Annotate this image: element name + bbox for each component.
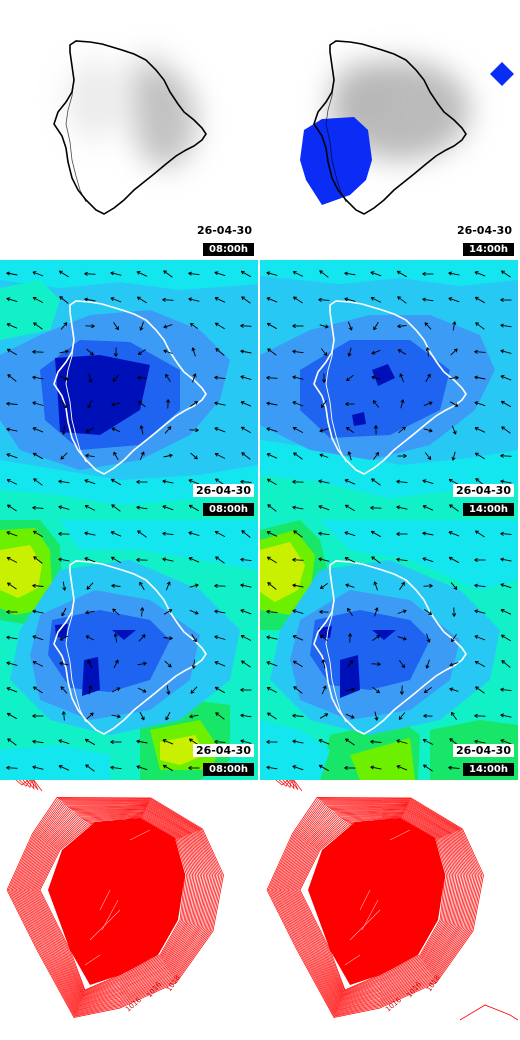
map-graphic: [0, 260, 258, 520]
forecast-time: 08:00h: [203, 763, 254, 776]
cloud-cover-shading: [65, 54, 197, 168]
map-panel-r1c1: 26-04-30 08:00h: [0, 0, 258, 260]
precipitation-area: [300, 117, 372, 205]
forecast-date: 26-04-30: [457, 224, 514, 237]
precipitation-cell: [490, 62, 514, 86]
map-panel-r3c1: 26-04-30 08:00h: [0, 520, 258, 780]
timestamp-label: 26-04-30 08:00h: [197, 224, 254, 256]
temperature-field: [260, 520, 518, 780]
map-graphic: [260, 260, 518, 520]
timestamp-label: 26-04-30 14:00h: [453, 484, 514, 516]
forecast-time: 14:00h: [463, 503, 514, 516]
timestamp-label: 26-04-30 14:00h: [453, 744, 514, 776]
timestamp-label: 26-04-30 08:00h: [193, 744, 254, 776]
map-panel-r3c2: 26-04-30 14:00h: [260, 520, 518, 780]
map-panel-r2c1: 26-04-30 08:00h: [0, 260, 258, 520]
map-graphic: [0, 0, 258, 260]
map-panel-r4c1: 1016 1018 1016: [0, 780, 258, 1040]
forecast-date: 26-04-30: [453, 744, 514, 757]
forecast-time: 08:00h: [203, 503, 254, 516]
timestamp-label: 26-04-30 08:00h: [193, 484, 254, 516]
map-panel-r4c2: 1016 1018 1016: [260, 780, 518, 1040]
forecast-date: 26-04-30: [197, 224, 254, 237]
map-panel-r2c2: 26-04-30 14:00h: [260, 260, 518, 520]
map-graphic: [260, 0, 518, 260]
map-graphic: [260, 520, 518, 780]
forecast-time: 14:00h: [463, 243, 514, 256]
forecast-date: 26-04-30: [453, 484, 514, 497]
forecast-date: 26-04-30: [193, 484, 254, 497]
forecast-date: 26-04-30: [193, 744, 254, 757]
map-panel-r1c2: 26-04-30 14:00h: [260, 0, 518, 260]
forecast-time: 08:00h: [203, 243, 254, 256]
map-graphic: [0, 520, 258, 780]
forecast-time: 14:00h: [463, 763, 514, 776]
timestamp-label: 26-04-30 14:00h: [457, 224, 514, 256]
